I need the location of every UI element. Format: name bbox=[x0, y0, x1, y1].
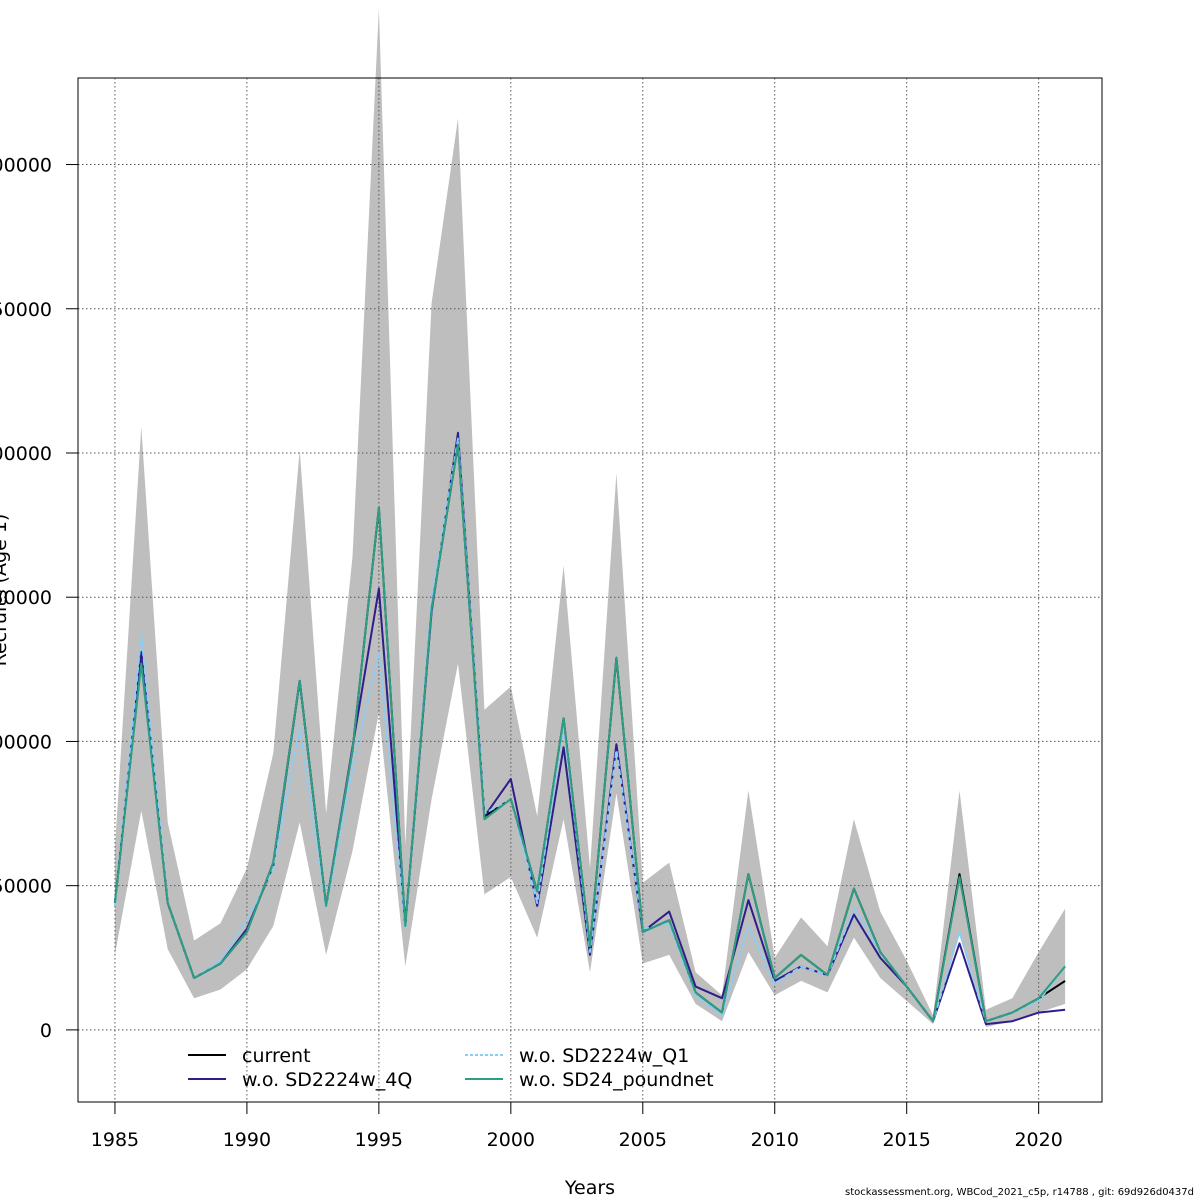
y-tick-label: 150000 bbox=[0, 587, 52, 609]
x-tick-label: 1995 bbox=[355, 1129, 403, 1151]
x-axis-title: Years bbox=[564, 1177, 615, 1199]
x-tick-label: 2020 bbox=[1014, 1129, 1062, 1151]
x-tick-label: 2015 bbox=[883, 1129, 931, 1151]
x-tick-label: 2000 bbox=[487, 1129, 535, 1151]
x-tick-label: 1985 bbox=[91, 1129, 139, 1151]
footer-credit: stockassessment.org, WBCod_2021_c5p, r14… bbox=[845, 1187, 1194, 1198]
confidence-band bbox=[114, 8, 1066, 1028]
y-tick-label: 50000 bbox=[0, 876, 52, 898]
y-tick-label: 100000 bbox=[0, 731, 52, 753]
legend-label-0: current bbox=[242, 1045, 311, 1067]
y-tick-label: 250000 bbox=[0, 299, 52, 321]
legend-label-1: w.o. SD2224w_4Q bbox=[242, 1069, 412, 1091]
series-layer bbox=[113, 431, 1066, 1026]
x-tick-label: 2005 bbox=[619, 1129, 667, 1151]
confidence-band-layer bbox=[114, 8, 1066, 1028]
x-tick-label: 2010 bbox=[751, 1129, 799, 1151]
x-axis: 1985 1990 1995 2000 2005 2010 2015 2020 bbox=[91, 1101, 1063, 1151]
y-axis-title: Recruits (Age 1) bbox=[0, 514, 11, 667]
legend-label-3: w.o. SD24_poundnet bbox=[519, 1069, 714, 1091]
series-line-3 bbox=[113, 443, 1066, 1023]
legend-label-2: w.o. SD2224w_Q1 bbox=[519, 1045, 689, 1067]
y-tick-label: 0 bbox=[40, 1020, 52, 1042]
x-tick-label: 1990 bbox=[223, 1129, 271, 1151]
y-tick-label: 300000 bbox=[0, 155, 52, 177]
